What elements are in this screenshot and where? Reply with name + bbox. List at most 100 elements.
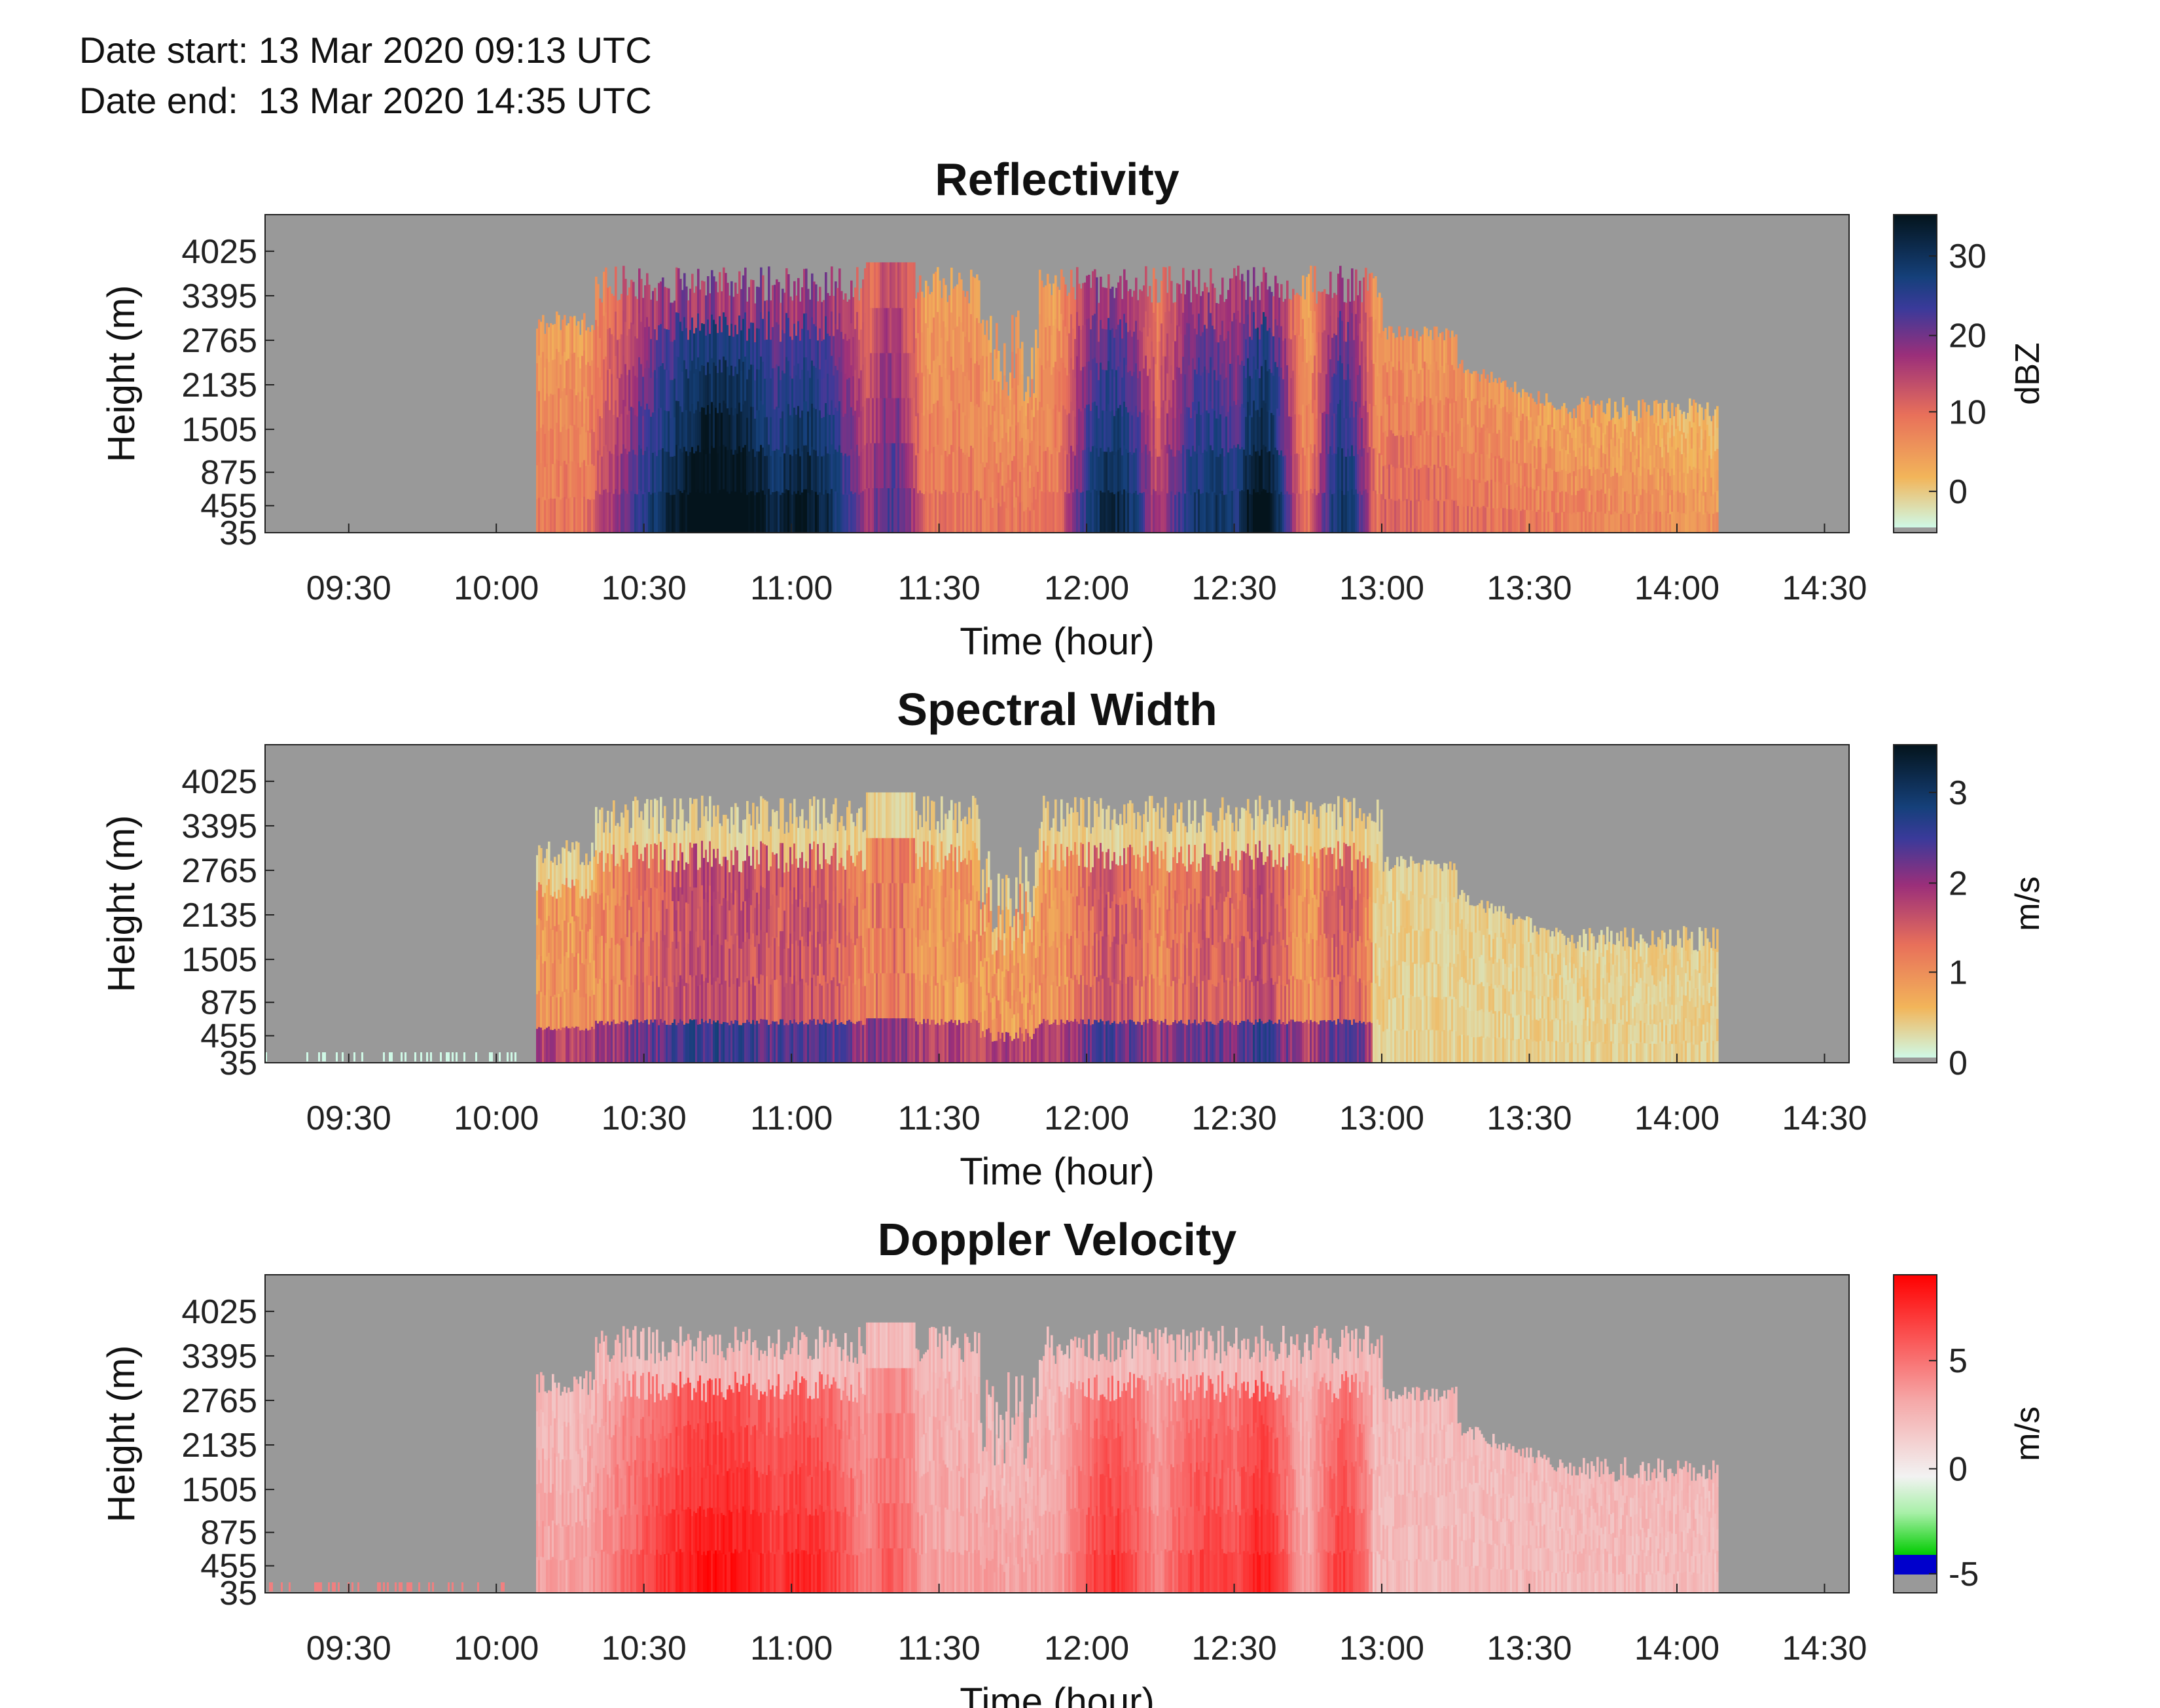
heatmap-cell: [852, 336, 855, 376]
heatmap-cell: [1031, 501, 1034, 533]
heatmap-cell: [1306, 362, 1308, 406]
heatmap-cell: [1610, 514, 1613, 533]
heatmap-cell: [1565, 470, 1568, 492]
heatmap-cell: [691, 403, 694, 448]
heatmap-cell: [611, 293, 613, 334]
heatmap-cell: [1583, 467, 1585, 490]
heatmap-cell: [1298, 414, 1301, 454]
heatmap-cell: [611, 853, 613, 897]
heatmap-cell: [782, 974, 784, 1020]
heatmap-cell: [1528, 419, 1530, 443]
heatmap-cell: [1685, 514, 1687, 533]
heatmap-cell: [1223, 494, 1226, 533]
heatmap-cell: [681, 851, 684, 895]
heatmap-cell: [1341, 405, 1344, 449]
heatmap-cell: [1294, 334, 1297, 375]
heatmap-cell: [638, 488, 641, 533]
heatmap-cell: [1549, 510, 1552, 533]
heatmap-cell: [622, 858, 625, 900]
heatmap-cell: [1019, 379, 1022, 411]
heatmap-cell: [1355, 444, 1358, 489]
heatmap-cell: [679, 448, 682, 491]
heatmap-cell: [1357, 454, 1359, 494]
heatmap-cell: [1439, 433, 1442, 467]
heatmap-cell: [817, 417, 819, 457]
heatmap-cell: [591, 463, 594, 499]
heatmap-cell: [1282, 455, 1285, 495]
heatmap-cell: [782, 329, 784, 371]
heatmap-cell: [679, 490, 682, 533]
heatmap-cell: [562, 919, 564, 956]
heatmap-cell: [909, 972, 912, 1019]
heatmap-cell: [1280, 408, 1283, 451]
heatmap-cell: [729, 871, 731, 911]
heatmap-cell: [1259, 493, 1261, 533]
heatmap-cell: [760, 885, 763, 931]
heatmap-cell: [730, 1020, 733, 1063]
heatmap-cell: [978, 406, 981, 450]
heatmap-cell: [996, 323, 998, 359]
heatmap-cell: [1610, 476, 1613, 496]
heatmap-cell: [1504, 456, 1507, 483]
heatmap-cell: [1638, 510, 1640, 533]
heatmap-cell: [1127, 371, 1130, 413]
heatmap-cell: [1530, 509, 1532, 533]
heatmap-cell: [1616, 512, 1619, 533]
heatmap-cell: [774, 895, 776, 938]
heatmap-cell: [1530, 486, 1532, 510]
heatmap-cell: [774, 408, 776, 451]
heatmap-cell: [1251, 455, 1253, 495]
heatmap-cell: [1377, 493, 1379, 533]
heatmap-cell: [717, 891, 719, 935]
heatmap-cell: [1695, 446, 1697, 469]
heatmap-cell: [1414, 500, 1416, 533]
heatmap-cell: [571, 461, 574, 498]
heatmap-cell: [1669, 418, 1672, 438]
heatmap-cell: [864, 444, 867, 489]
heatmap-cell: [954, 933, 957, 977]
heatmap-cell: [1449, 500, 1452, 533]
heatmap-cell: [866, 792, 869, 838]
heatmap-cell: [901, 837, 904, 883]
heatmap-cell: [829, 1023, 831, 1063]
heatmap-cell: [1041, 280, 1043, 323]
heatmap-cell: [1378, 492, 1381, 533]
heatmap-cell: [1671, 424, 1674, 447]
heatmap-cell: [1642, 399, 1644, 423]
heatmap-cell: [538, 845, 541, 883]
heatmap-cell: [813, 840, 816, 886]
heatmap-cell: [772, 851, 774, 895]
heatmap-cell: [1377, 415, 1379, 455]
heatmap-cell: [1196, 493, 1198, 533]
heatmap-cell: [927, 450, 929, 493]
heatmap-cell: [709, 840, 711, 886]
heatmap-cell: [1037, 378, 1039, 410]
heatmap-cell: [1532, 398, 1534, 421]
heatmap-cell: [998, 472, 1000, 503]
heatmap-cell: [1274, 361, 1277, 405]
heatmap-cell: [1302, 404, 1305, 448]
heatmap-cell: [1017, 347, 1020, 385]
heatmap-cell: [697, 400, 700, 446]
heatmap-cell: [854, 369, 857, 411]
heatmap-cell: [827, 493, 829, 533]
heatmap-cell: [1217, 418, 1220, 457]
heatmap-cell: [605, 400, 607, 445]
heatmap-cell: [1587, 396, 1589, 419]
heatmap-cell: [567, 921, 570, 958]
heatmap-cell: [899, 837, 902, 883]
heatmap-cell: [1659, 446, 1662, 469]
heatmap-cell: [1408, 467, 1411, 501]
heatmap-cell: [713, 805, 715, 849]
heatmap-cell: [1541, 511, 1544, 533]
heatmap-cell: [807, 370, 810, 412]
heatmap-cell: [717, 934, 719, 978]
heatmap-cell: [1589, 447, 1591, 469]
heatmap-cell: [648, 984, 651, 1025]
heatmap-cell: [1153, 444, 1155, 489]
heatmap-cell: [923, 885, 926, 931]
heatmap-cell: [1512, 415, 1515, 440]
heatmap-cell: [1437, 500, 1440, 533]
heatmap-cell: [909, 307, 912, 353]
heatmap-cell: [1414, 467, 1416, 501]
